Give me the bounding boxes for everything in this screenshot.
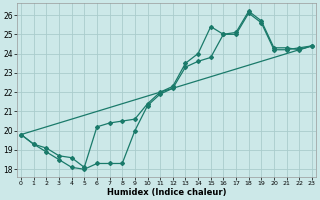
X-axis label: Humidex (Indice chaleur): Humidex (Indice chaleur)	[107, 188, 226, 197]
